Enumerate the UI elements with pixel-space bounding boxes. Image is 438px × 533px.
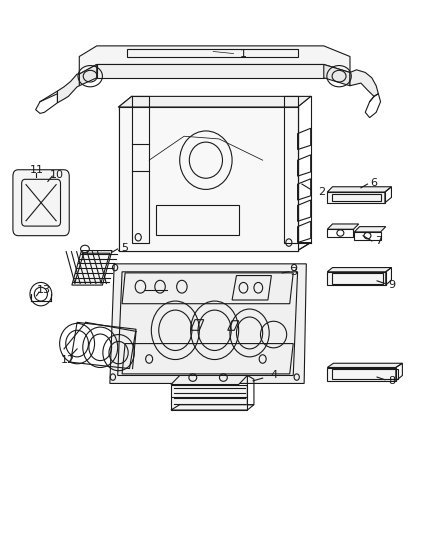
Polygon shape (327, 364, 403, 368)
Text: 6: 6 (371, 177, 378, 188)
Text: 11: 11 (29, 165, 43, 175)
Polygon shape (324, 64, 350, 86)
Polygon shape (57, 74, 79, 103)
Polygon shape (327, 224, 359, 229)
Polygon shape (110, 264, 306, 383)
FancyBboxPatch shape (13, 169, 69, 236)
Polygon shape (327, 272, 386, 285)
Text: 8: 8 (388, 376, 395, 386)
Polygon shape (119, 107, 297, 251)
Text: 9: 9 (388, 280, 395, 290)
Text: 1: 1 (240, 49, 247, 59)
Text: 7: 7 (375, 236, 382, 246)
Polygon shape (171, 384, 247, 410)
Text: 3: 3 (290, 267, 297, 277)
Polygon shape (327, 368, 396, 381)
Polygon shape (354, 227, 386, 232)
Polygon shape (350, 70, 378, 96)
Polygon shape (327, 192, 385, 203)
Text: 10: 10 (49, 170, 64, 180)
Text: 2: 2 (318, 187, 325, 197)
Text: 4: 4 (270, 370, 277, 381)
Polygon shape (327, 268, 392, 272)
Text: 13: 13 (36, 286, 50, 295)
Polygon shape (97, 64, 324, 78)
Text: 12: 12 (61, 354, 75, 365)
Polygon shape (119, 96, 311, 107)
Polygon shape (72, 251, 112, 285)
Polygon shape (79, 64, 97, 86)
Text: 5: 5 (122, 243, 129, 253)
Polygon shape (79, 46, 350, 74)
Polygon shape (327, 187, 392, 192)
Polygon shape (171, 375, 247, 384)
